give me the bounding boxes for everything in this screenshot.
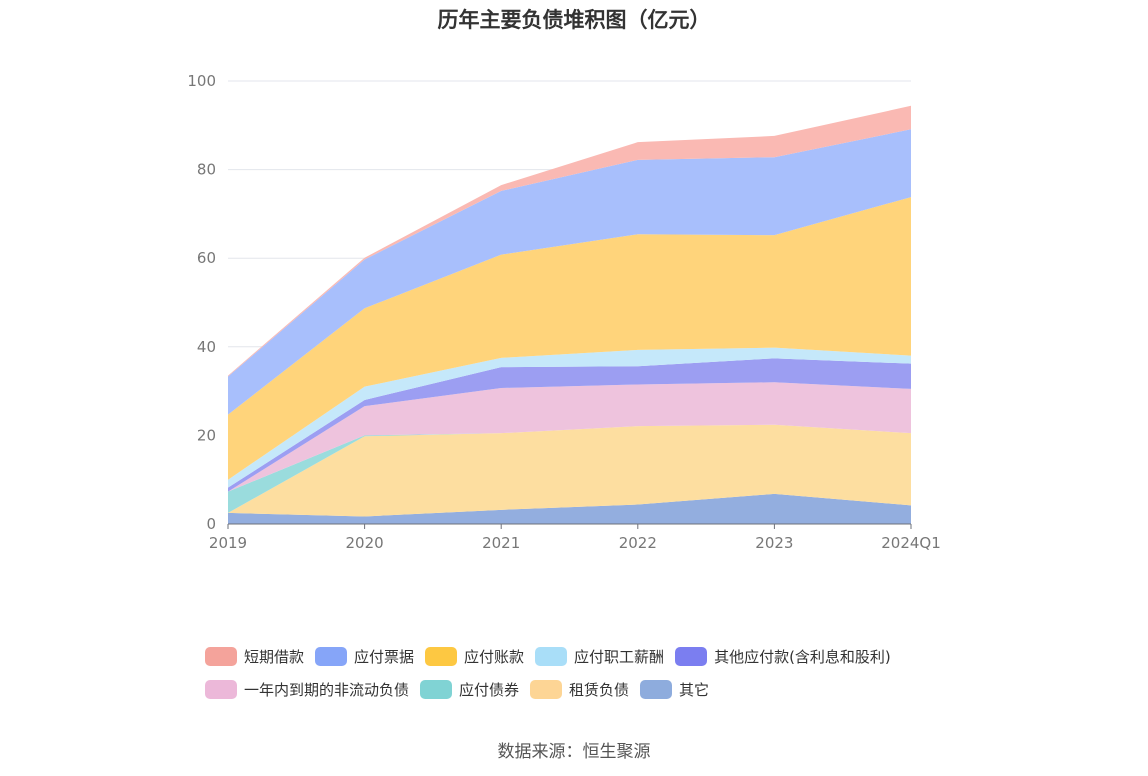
area-series-应付票据: [228, 129, 911, 415]
legend-label: 应付债券: [459, 681, 520, 699]
area-series-应付职工薪酬: [228, 347, 911, 488]
legend-label: 应付票据: [354, 648, 415, 666]
y-tick-label: 40: [197, 338, 216, 356]
legend-swatch: [535, 647, 568, 666]
legend-item[interactable]: 应付票据: [315, 646, 414, 667]
area-series-其它: [228, 493, 911, 524]
legend-label: 短期借款: [244, 648, 305, 666]
x-tick-label: 2024Q1: [881, 534, 941, 552]
legend-item[interactable]: 租赁负债: [530, 679, 629, 700]
y-tick-label: 60: [197, 249, 216, 267]
x-tick-label: 2023: [755, 534, 793, 552]
legend-label: 一年内到期的非流动负债: [244, 681, 410, 699]
legend-item[interactable]: 应付账款: [425, 646, 524, 667]
y-tick-label: 20: [197, 426, 216, 444]
legend-row: 短期借款 应付票据 应付账款 应付职工薪酬 其他应付款(含利息和股利): [205, 640, 965, 673]
legend-swatch: [315, 647, 348, 666]
legend-swatch: [420, 680, 453, 699]
x-tick-label: 2021: [482, 534, 520, 552]
legend: 短期借款 应付票据 应付账款 应付职工薪酬 其他应付款(含利息和股利) 一年内到期的非流…: [205, 640, 965, 706]
y-tick-label: 0: [206, 515, 216, 533]
legend-row: 一年内到期的非流动负债 应付债券 租赁负债 其它: [205, 673, 965, 706]
legend-label: 应付账款: [464, 648, 525, 666]
area-series-应付账款: [228, 197, 911, 480]
area-series-一年内到期的非流动负债: [228, 382, 911, 492]
legend-item[interactable]: 其它: [640, 679, 709, 700]
legend-swatch: [675, 647, 708, 666]
legend-item[interactable]: 应付职工薪酬: [535, 646, 664, 667]
y-tick-label: 100: [187, 72, 216, 90]
legend-swatch: [205, 647, 237, 666]
legend-swatch: [640, 680, 673, 699]
legend-swatch: [205, 680, 237, 699]
source-note: 数据来源：恒生聚源: [497, 742, 651, 762]
legend-item[interactable]: 应付债券: [420, 679, 519, 700]
legend-item[interactable]: 短期借款: [205, 646, 304, 667]
y-tick-label: 80: [197, 161, 216, 179]
stacked-areas: [228, 105, 911, 524]
legend-swatch: [530, 680, 563, 699]
legend-label: 应付职工薪酬: [574, 648, 665, 666]
legend-label: 其它: [679, 681, 710, 699]
area-series-其他应付款(含利息和股利): [228, 358, 911, 492]
area-series-短期借款: [228, 105, 911, 377]
axes: 0 20 40 60 80 100 2019 2020 2021 2022 2023 2024Q1: [187, 72, 940, 552]
chart-title: 历年主要负债堆积图（亿元）: [437, 8, 711, 32]
legend-item[interactable]: 其他应付款(含利息和股利): [675, 646, 891, 667]
x-tick-label: 2020: [346, 534, 384, 552]
legend-label: 其他应付款(含利息和股利): [714, 648, 891, 666]
x-tick-label: 2022: [619, 534, 657, 552]
area-series-租赁负债: [228, 424, 911, 517]
legend-swatch: [425, 647, 458, 666]
x-tick-label: 2019: [209, 534, 247, 552]
legend-label: 租赁负债: [569, 681, 630, 699]
legend-item[interactable]: 一年内到期的非流动负债: [205, 679, 409, 700]
